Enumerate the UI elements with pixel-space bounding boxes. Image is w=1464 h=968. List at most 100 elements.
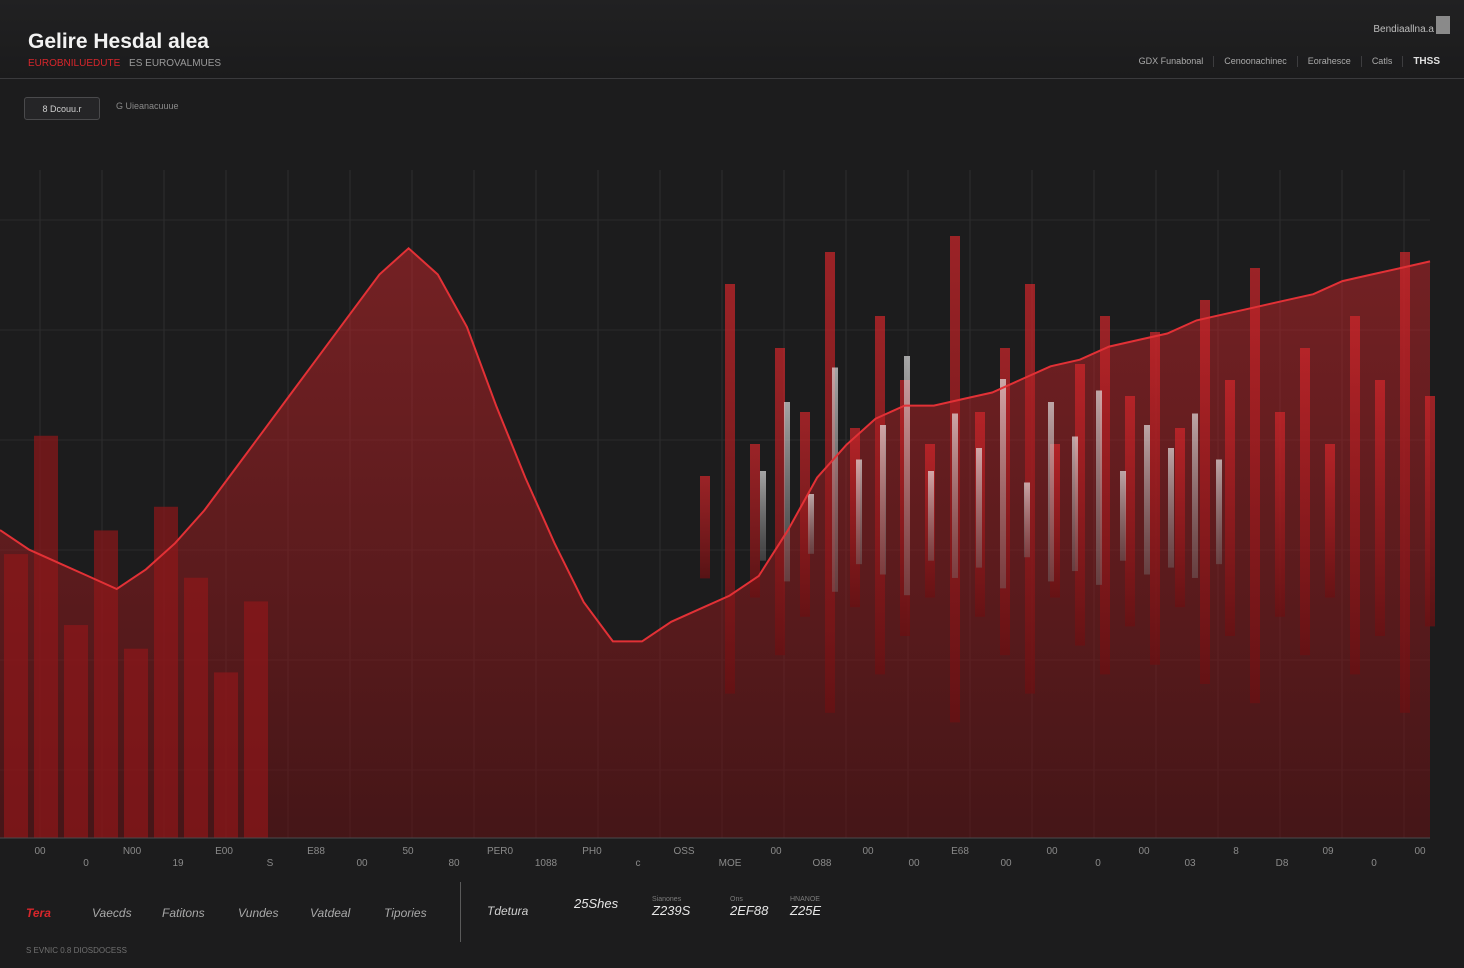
grey-spike [808,494,814,554]
left-bar [154,506,178,838]
nav-item-1[interactable]: GDX Funabonal [1138,56,1204,66]
red-spike [750,444,760,598]
x-tick-label: E00 [215,846,233,857]
filter-button[interactable]: 8 Dcouu.r [24,97,100,120]
grey-spike [832,367,838,592]
x-tick-label: c [636,858,641,869]
red-spike [725,284,735,694]
x-tick-label: D8 [1276,858,1289,869]
nav-item-2[interactable]: Cenoonachinec [1213,56,1297,67]
stat-3-value: 2EF88 [730,903,769,918]
x-tick-label: PER0 [487,846,514,857]
page-title: Gelire Hesdal alea [28,30,209,53]
subtitle-text: ES EUROVALMUES [129,58,222,69]
red-spike [800,412,810,617]
left-bar [124,648,148,838]
x-tick-label: 00 [770,846,782,857]
grey-spike [1024,482,1030,558]
category-tab-1[interactable]: Tera [26,906,51,920]
stats-label: Tdetura [487,904,529,918]
red-spike [1100,316,1110,675]
filter-label[interactable]: G Uieanacuuue [116,101,179,111]
red-spike [1400,252,1410,713]
page-subtitle: EUROBNILUEDUTE ES EUROVALMUES [28,58,221,69]
x-tick-label: 0 [83,858,89,869]
x-tick-label: 8 [1233,846,1239,857]
stat-2-caption: Sianones [652,896,682,903]
category-tab-3[interactable]: Fatitons [162,906,205,920]
red-spike [1225,380,1235,636]
x-tick-label: O88 [813,858,832,869]
left-bar [64,625,88,838]
grey-spike [1216,459,1222,565]
trend-line [0,246,1431,643]
stat-2: Sianones Z239S [652,896,690,918]
grey-spike [1000,379,1006,589]
stat-3: Ons 2EF88 [730,896,768,918]
left-bar [94,530,118,838]
x-tick-label: E68 [951,846,969,857]
x-tick-label: 00 [1046,846,1058,857]
red-spike [700,476,710,579]
stat-4: HNANOE Z25E [790,896,821,918]
x-tick-label: 80 [448,858,460,869]
red-spike [1275,412,1285,617]
grey-spike [1048,402,1054,582]
category-tab-2[interactable]: Vaecds [92,906,132,920]
red-spike [1150,332,1160,665]
bottom-bar: Tera Vaecds Fatitons Vundes Vatdeal Tipo… [0,880,1464,968]
x-tick-label: 00 [356,858,368,869]
grey-spike [904,356,910,596]
x-tick-label: 09 [1322,846,1334,857]
x-tick-label: 00 [908,858,920,869]
red-spike [1425,396,1435,627]
x-tick-labels: 000N0019E00SE88005080PER01088PH0cOSSMOE0… [34,846,1426,869]
nav-item-3[interactable]: Eorahesce [1296,56,1361,67]
chart-lines [0,246,1431,643]
red-spike [1050,444,1060,598]
x-tick-label: S [267,858,274,869]
x-tick-label: 00 [1414,846,1426,857]
x-tick-label: N00 [123,846,142,857]
stat-1: 25Shes [574,896,618,911]
red-spike [1075,364,1085,646]
grey-spike [1120,471,1126,561]
left-bar [184,577,208,838]
x-tick-label: PH0 [582,846,602,857]
red-spike [1375,380,1385,636]
top-nav: GDX Funabonal Cenoonachinec Eorahesce Ca… [1129,56,1450,67]
left-bar [244,601,268,838]
left-bar [4,554,28,838]
red-spike [1125,396,1135,627]
grey-spike [760,471,766,561]
x-tick-label: MOE [719,858,742,869]
category-tab-5[interactable]: Vatdeal [310,906,351,920]
stat-2-value: Z239S [652,903,691,918]
left-bar [34,435,58,838]
grey-spike [928,471,934,561]
x-tick-label: 03 [1184,858,1196,869]
x-tick-label: 0 [1371,858,1377,869]
grey-spike [880,425,886,575]
account-label[interactable]: Bendiaallna.a [1373,24,1434,35]
red-spike [1200,300,1210,684]
grey-spike [856,459,862,565]
subtitle-highlight: EUROBNILUEDUTE [28,58,121,69]
left-bar [214,672,238,838]
stat-4-caption: HNANOE [790,896,820,903]
category-tab-4[interactable]: Vundes [238,906,279,920]
grey-spike [1144,425,1150,575]
red-spike [1350,316,1360,675]
grey-spike [952,413,958,578]
window-icon[interactable] [1436,16,1450,34]
category-tab-6[interactable]: Tipories [384,906,427,920]
nav-badge[interactable]: THSS [1402,56,1450,67]
red-spike [850,428,860,608]
nav-item-4[interactable]: Catls [1360,56,1403,67]
chart-areas [0,248,1430,839]
x-tick-label: 00 [862,846,874,857]
grey-spike [784,402,790,582]
footer-note: S EVNIC 0.8 DIOSDOCESS [26,946,127,955]
red-spike [775,348,785,656]
red-spike [1175,428,1185,608]
